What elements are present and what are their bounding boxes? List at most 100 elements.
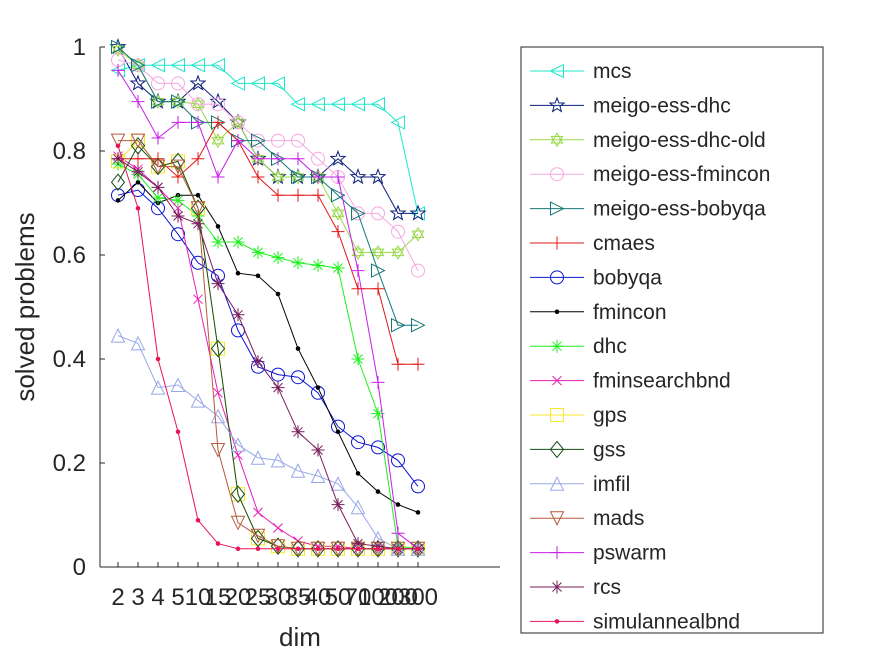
series-mcs xyxy=(110,57,425,221)
series-rcs xyxy=(111,152,425,556)
data-point-fmincon xyxy=(375,489,381,494)
data-point-bobyqa xyxy=(411,479,425,494)
data-point-mcs xyxy=(370,96,385,112)
legend-entry-imfil: imfil xyxy=(530,473,630,496)
data-point-meigo-ess-dhc-old xyxy=(231,118,245,130)
series-line-meigo-ess-fmincon xyxy=(117,59,419,271)
data-point-mcs xyxy=(270,76,285,91)
y-axis-label: solved problems xyxy=(10,212,40,401)
data-point-meigo-ess-bobyqa xyxy=(331,187,346,203)
data-point-dhc xyxy=(291,256,305,270)
data-point-rcs xyxy=(371,539,385,553)
x-tick-label: 100 xyxy=(358,584,398,611)
data-point-mads xyxy=(130,133,146,149)
data-point-meigo-ess-bobyqa xyxy=(251,133,266,148)
data-point-mcs xyxy=(390,115,405,130)
data-point-rcs xyxy=(111,152,125,166)
legend-entry-fminsearchbnd: fminsearchbnd xyxy=(530,370,731,393)
legend-entry-meigo-ess-bobyqa: meigo-ess-bobyqa xyxy=(530,198,766,221)
legend-entry-mads: mads xyxy=(530,507,644,530)
data-point-dhc xyxy=(171,193,185,207)
data-point-simulannealbnd xyxy=(315,546,321,552)
y-tick-label: 0 xyxy=(73,554,86,581)
legend-entry-dhc: dhc xyxy=(530,335,627,358)
y-tick-label: 0.4 xyxy=(53,346,86,373)
data-point-imfil xyxy=(270,452,286,468)
x-tick-label: 50 xyxy=(325,584,352,611)
data-point-meigo-ess-dhc-old xyxy=(211,136,225,149)
data-point-meigo-ess-fmincon xyxy=(371,206,385,221)
data-point-rcs xyxy=(151,180,165,194)
data-point-imfil xyxy=(170,377,186,392)
data-point-pswarm xyxy=(271,152,285,166)
data-point-mads xyxy=(230,515,246,531)
x-tick-label: 15 xyxy=(205,584,232,611)
data-point-cmaes xyxy=(311,188,325,202)
series-line-meigo-ess-bobyqa xyxy=(117,46,418,326)
legend-label: cmaes xyxy=(593,232,655,255)
data-point-mcs xyxy=(170,57,185,73)
data-point-simulannealbnd xyxy=(335,546,341,552)
data-point-cmaes xyxy=(191,152,205,166)
data-point-rcs xyxy=(211,277,225,291)
legend-label: meigo-ess-bobyqa xyxy=(593,198,766,221)
data-point-cmaes xyxy=(291,188,305,202)
data-point-cmaes xyxy=(331,225,345,239)
x-tick-label: 5 xyxy=(171,584,184,611)
legend-label: mads xyxy=(593,507,644,530)
data-point-imfil xyxy=(290,463,306,478)
series-line-bobyqa xyxy=(117,189,419,487)
legend-marker xyxy=(549,476,565,491)
data-point-meigo-ess-dhc-old xyxy=(211,133,225,145)
series-cmaes xyxy=(111,115,425,371)
data-point-fmincon xyxy=(115,198,121,203)
data-point-mads xyxy=(270,539,286,554)
legend-marker xyxy=(550,136,564,148)
data-point-simulannealbnd xyxy=(135,205,141,211)
legend-marker xyxy=(549,511,565,526)
data-point-pswarm xyxy=(171,115,185,129)
series-pswarm xyxy=(111,63,425,556)
legend-label: bobyqa xyxy=(593,266,662,289)
data-point-meigo-ess-fmincon xyxy=(391,224,405,239)
data-point-meigo-ess-bobyqa xyxy=(151,94,166,109)
data-point-rcs xyxy=(191,217,205,231)
data-point-bobyqa xyxy=(171,227,185,242)
data-point-meigo-ess-dhc-old xyxy=(231,114,245,127)
data-point-imfil xyxy=(230,437,246,452)
series-line-simulannealbnd xyxy=(117,145,418,550)
data-point-cmaes xyxy=(391,357,405,371)
x-tick-label: 25 xyxy=(245,584,272,611)
series-line-pswarm xyxy=(117,70,419,550)
data-point-cmaes xyxy=(351,282,365,296)
data-point-imfil xyxy=(310,468,326,483)
data-point-cmaes xyxy=(211,115,225,129)
x-tick-label: 3 xyxy=(131,584,144,611)
x-tick-label: 300 xyxy=(398,584,438,611)
data-point-fmincon xyxy=(235,270,241,276)
data-point-bobyqa xyxy=(351,435,365,450)
data-point-meigo-ess-dhc-old xyxy=(411,230,425,242)
data-point-dhc xyxy=(351,352,365,366)
data-point-meigo-ess-dhc-old xyxy=(191,100,205,112)
data-point-mads xyxy=(110,133,126,149)
legend-entry-meigo-ess-fmincon: meigo-ess-fmincon xyxy=(530,163,770,186)
data-point-dhc xyxy=(211,235,225,249)
data-point-cmaes xyxy=(251,170,265,184)
legend-label: gss xyxy=(593,438,626,461)
plot-area xyxy=(100,47,500,567)
data-point-simulannealbnd xyxy=(195,517,201,523)
data-point-mcs xyxy=(310,96,325,112)
legend-entry-gss: gss xyxy=(530,438,626,461)
legend-marker xyxy=(550,580,564,594)
legend: mcs meigo-ess-dhc meigo-ess-dhc-old meigo-e… xyxy=(520,46,824,634)
x-tick-label: 4 xyxy=(151,584,164,611)
data-point-rcs xyxy=(351,537,365,551)
data-point-gss xyxy=(210,339,226,358)
data-point-gss xyxy=(170,152,186,171)
series-simulannealbnd xyxy=(115,143,421,552)
data-point-simulannealbnd xyxy=(215,541,221,546)
x-tick-label: 10 xyxy=(185,584,212,611)
data-point-rcs xyxy=(171,209,185,223)
